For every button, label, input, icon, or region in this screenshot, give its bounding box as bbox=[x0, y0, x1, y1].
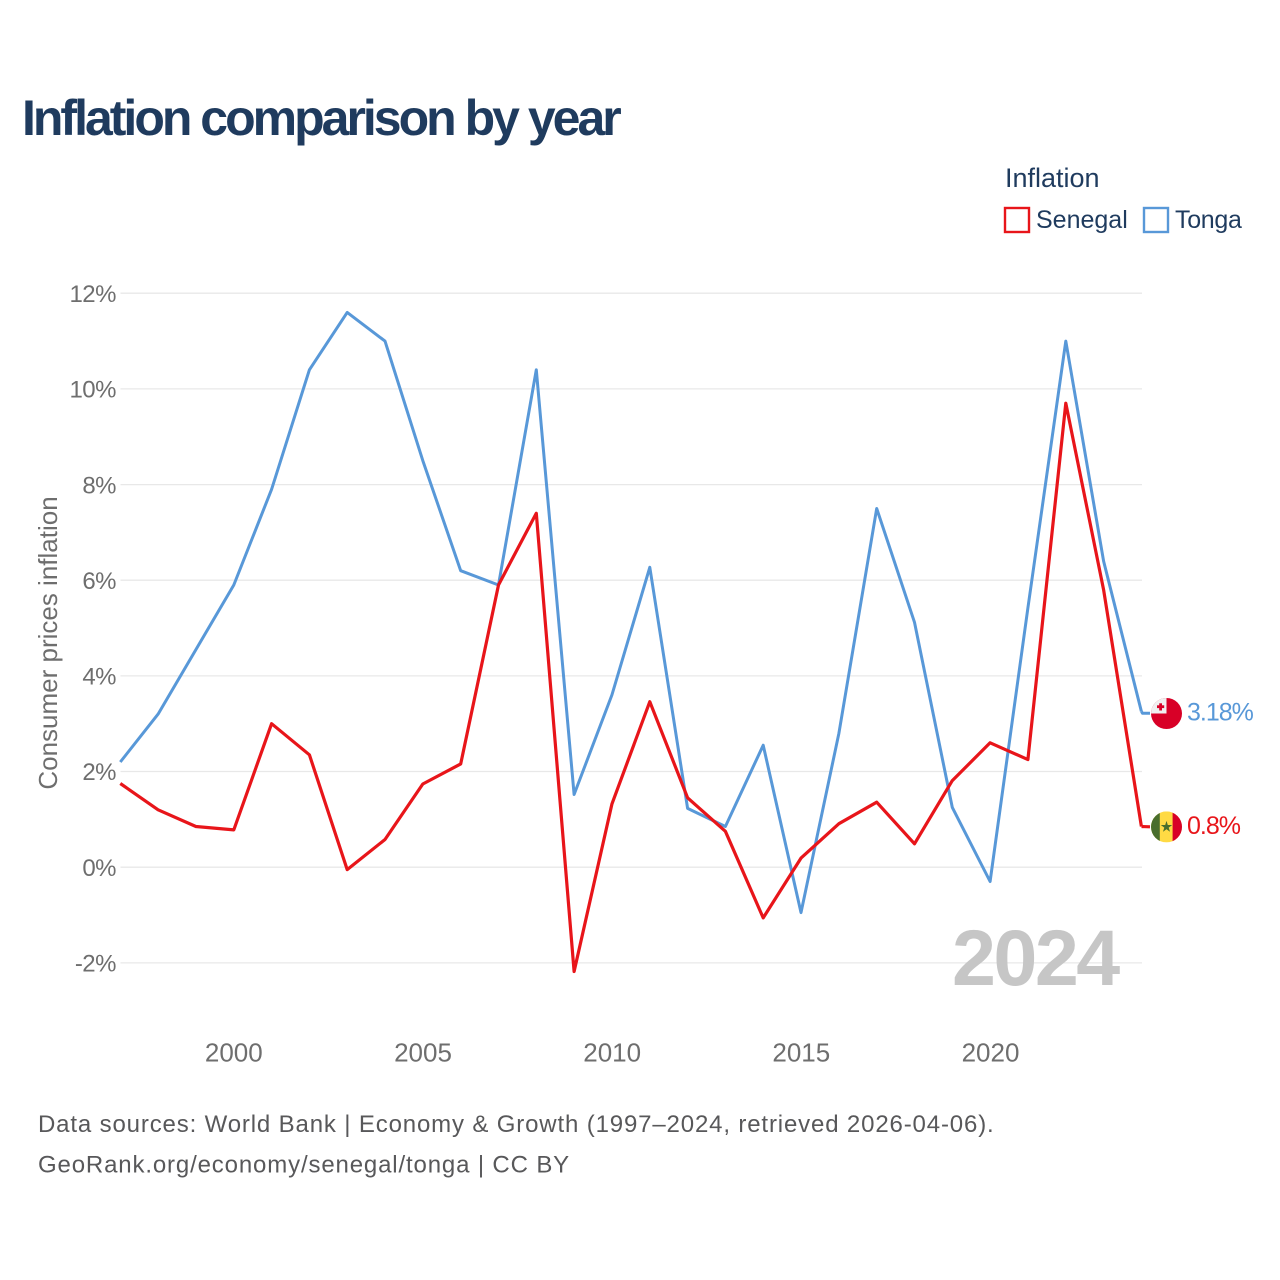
svg-text:Inflation comparison by year: Inflation comparison by year bbox=[22, 90, 621, 146]
svg-text:2015: 2015 bbox=[772, 1038, 830, 1068]
svg-text:2000: 2000 bbox=[205, 1038, 263, 1068]
svg-text:3.18%: 3.18% bbox=[1187, 699, 1254, 727]
svg-text:-2%: -2% bbox=[75, 951, 116, 978]
svg-text:2010: 2010 bbox=[583, 1038, 641, 1068]
svg-text:Tonga: Tonga bbox=[1175, 206, 1242, 234]
svg-text:4%: 4% bbox=[82, 664, 116, 691]
svg-text:Consumer prices inflation: Consumer prices inflation bbox=[33, 496, 63, 789]
svg-text:2024: 2024 bbox=[952, 913, 1120, 1002]
svg-text:10%: 10% bbox=[69, 377, 116, 404]
svg-text:2020: 2020 bbox=[962, 1038, 1020, 1068]
svg-text:0%: 0% bbox=[82, 855, 116, 882]
svg-text:Inflation: Inflation bbox=[1005, 163, 1100, 193]
svg-text:8%: 8% bbox=[82, 472, 116, 499]
svg-text:Senegal: Senegal bbox=[1036, 206, 1128, 234]
svg-text:6%: 6% bbox=[82, 568, 116, 595]
svg-text:0.8%: 0.8% bbox=[1187, 812, 1241, 840]
svg-text:Data sources: World Bank | Eco: Data sources: World Bank | Economy & Gro… bbox=[38, 1111, 995, 1138]
svg-text:12%: 12% bbox=[69, 281, 116, 308]
svg-text:GeoRank.org/economy/senegal/to: GeoRank.org/economy/senegal/tonga | CC B… bbox=[38, 1152, 570, 1179]
svg-text:2005: 2005 bbox=[394, 1038, 452, 1068]
svg-text:2%: 2% bbox=[82, 759, 116, 786]
